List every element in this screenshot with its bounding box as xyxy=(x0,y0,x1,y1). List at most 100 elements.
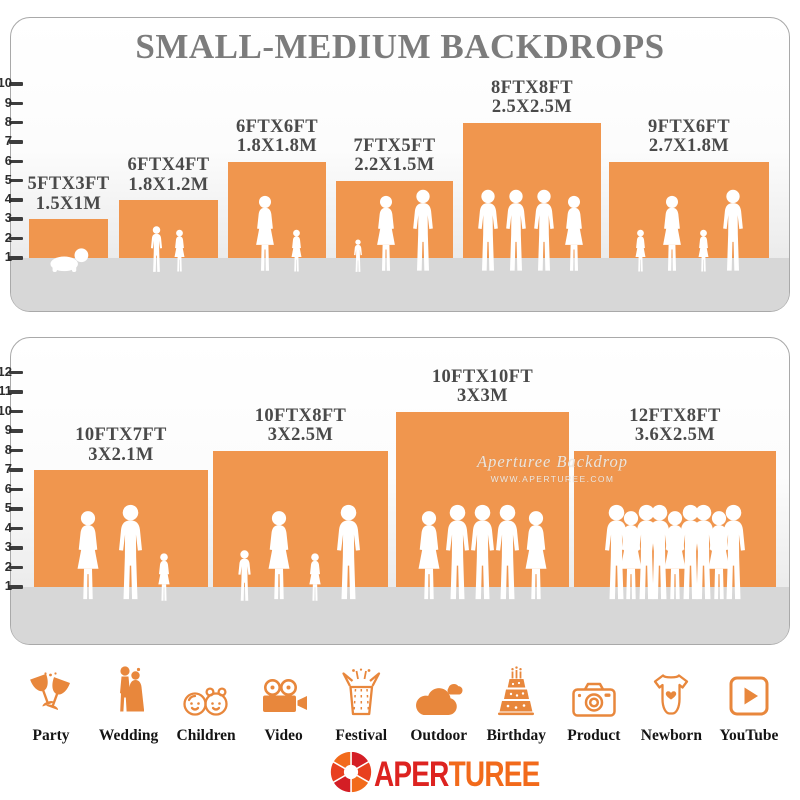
category-label: Children xyxy=(176,727,236,744)
man-silhouette xyxy=(604,504,628,600)
category-label: Wedding xyxy=(98,727,159,744)
woman-silhouette xyxy=(419,511,440,600)
ruler-number: 3 xyxy=(4,539,12,554)
brand-logo: APERTUREE xyxy=(328,749,581,800)
man-silhouette xyxy=(534,189,554,271)
ruler-number: 6 xyxy=(4,480,12,496)
newborn-onesie-icon xyxy=(648,660,694,718)
girl-silhouette xyxy=(174,229,185,272)
ruler-tick xyxy=(9,140,23,144)
backdrop-bar xyxy=(29,219,108,258)
category-video: Video xyxy=(249,660,319,745)
ruler-number: 9 xyxy=(4,94,12,110)
backdrop-size-label: 10FTX8FT 3X2.5M xyxy=(173,405,428,446)
size-feet-text: 7FTX5FT xyxy=(353,135,436,156)
backdrop-size-label: 10FTX10FT 3X3M xyxy=(356,367,609,407)
ruler-tick xyxy=(9,236,23,241)
man-silhouette xyxy=(471,504,494,600)
people-silhouettes xyxy=(396,504,569,602)
backdrop-size-label: 8FTX8FT 2.5X2.5M xyxy=(423,77,641,118)
size-feet-text: 8FTX8FT xyxy=(491,77,573,98)
people-silhouettes xyxy=(574,504,776,602)
man-silhouette xyxy=(722,189,743,271)
girl-silhouette xyxy=(698,229,708,272)
man-silhouette xyxy=(337,504,360,600)
festival-gift-icon xyxy=(338,660,384,718)
woman-silhouette xyxy=(620,511,642,600)
ruler-number: 4 xyxy=(4,519,12,535)
ruler-number: 9 xyxy=(4,422,12,437)
watermark-url-text: WWW.APERTUREE.COM xyxy=(490,474,615,484)
people-silhouettes xyxy=(34,504,208,602)
woman-silhouette xyxy=(664,511,686,600)
size-meters-text: 1.5X1M xyxy=(35,193,102,214)
ruler-tick xyxy=(9,526,23,531)
boy-silhouette xyxy=(150,226,163,272)
ruler-number: 4 xyxy=(4,191,12,207)
people-silhouettes xyxy=(463,189,601,273)
woman-silhouette xyxy=(256,195,274,271)
ruler-tick xyxy=(9,101,23,106)
man-silhouette xyxy=(722,504,746,600)
category-label: Newborn xyxy=(640,727,702,744)
size-feet-text: 6FTX4FT xyxy=(127,155,210,176)
ruler-tick xyxy=(9,256,23,260)
backdrop-size-label: 6FTX6FT 1.8X1.8M xyxy=(188,117,366,157)
size-meters-text: 2.5X2.5M xyxy=(491,97,573,118)
backdrop-panel-2: 1 2 3 4 5 6 7 8 9 10 11 12 10FTX7FT 3X2.1M 10FTX8FT 3X2… xyxy=(0,337,790,645)
ruler-number: 10 xyxy=(0,402,12,418)
woman-silhouette xyxy=(77,511,98,600)
category-label: Video xyxy=(264,727,303,744)
category-product: Product xyxy=(559,660,629,745)
ground-strip xyxy=(11,258,789,311)
ruler-number: 2 xyxy=(4,229,12,245)
category-wedding: Wedding xyxy=(94,660,164,745)
man-silhouette xyxy=(496,504,520,600)
ruler-tick xyxy=(9,370,23,375)
ruler-tick xyxy=(9,487,23,492)
backdrop-bar xyxy=(336,180,453,258)
ruler-tick xyxy=(9,217,23,221)
backdrop-size-label: 7FTX5FT 2.2X1.5M xyxy=(296,135,493,176)
aperture-icon xyxy=(328,749,374,800)
size-feet-text: 10FTX8FT xyxy=(254,405,347,426)
category-label: Product xyxy=(567,727,621,744)
ruler-tick xyxy=(9,565,23,570)
ruler-number: 5 xyxy=(4,171,12,187)
backdrop-bar xyxy=(228,161,326,258)
ruler-tick xyxy=(9,429,23,433)
backdrop-bar xyxy=(609,161,769,258)
category-children: Children xyxy=(171,660,241,745)
size-feet-text: 12FTX8FT xyxy=(629,405,721,426)
girl-silhouette xyxy=(309,553,321,601)
category-label: Festival xyxy=(335,727,388,744)
ruler-tick xyxy=(9,585,23,589)
video-camera-icon xyxy=(259,660,309,718)
man-silhouette xyxy=(678,504,702,600)
backdrop-size-label: 10FTX7FT 3X2.1M xyxy=(0,425,248,465)
backdrop-size-label: 5FTX3FT 1.5X1M xyxy=(0,175,148,214)
ruler-tick xyxy=(9,546,23,550)
ruler-tick xyxy=(9,507,23,511)
category-outdoor: Outdoor xyxy=(404,660,474,745)
ruler-number: 5 xyxy=(4,500,12,515)
man-silhouette xyxy=(445,504,469,600)
watermark: Aperturee Backdrop WWW.APERTUREE.COM xyxy=(445,452,660,484)
size-meters-text: 3.6X2.5M xyxy=(634,425,716,445)
size-meters-text: 2.2X1.5M xyxy=(354,155,435,176)
party-glasses-icon xyxy=(27,660,75,718)
people-silhouettes xyxy=(213,504,388,602)
people-silhouettes xyxy=(609,189,769,273)
ruler-tick xyxy=(9,120,23,125)
category-newborn: Newborn xyxy=(636,660,706,745)
ruler-number: 3 xyxy=(4,210,12,226)
girl-silhouette xyxy=(291,229,302,272)
people-silhouettes xyxy=(336,189,453,273)
backdrop-bar xyxy=(119,200,218,258)
ruler-tick xyxy=(9,468,23,472)
girl-silhouette xyxy=(635,229,645,272)
size-feet-text: 5FTX3FT xyxy=(27,174,110,195)
ruler-number: 8 xyxy=(4,441,12,457)
ruler-number: 6 xyxy=(4,152,12,168)
category-festival: Festival xyxy=(326,660,396,745)
